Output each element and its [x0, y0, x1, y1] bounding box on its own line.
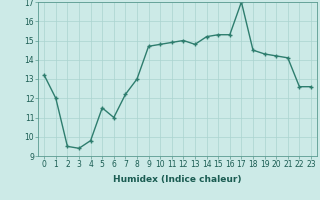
- X-axis label: Humidex (Indice chaleur): Humidex (Indice chaleur): [113, 175, 242, 184]
